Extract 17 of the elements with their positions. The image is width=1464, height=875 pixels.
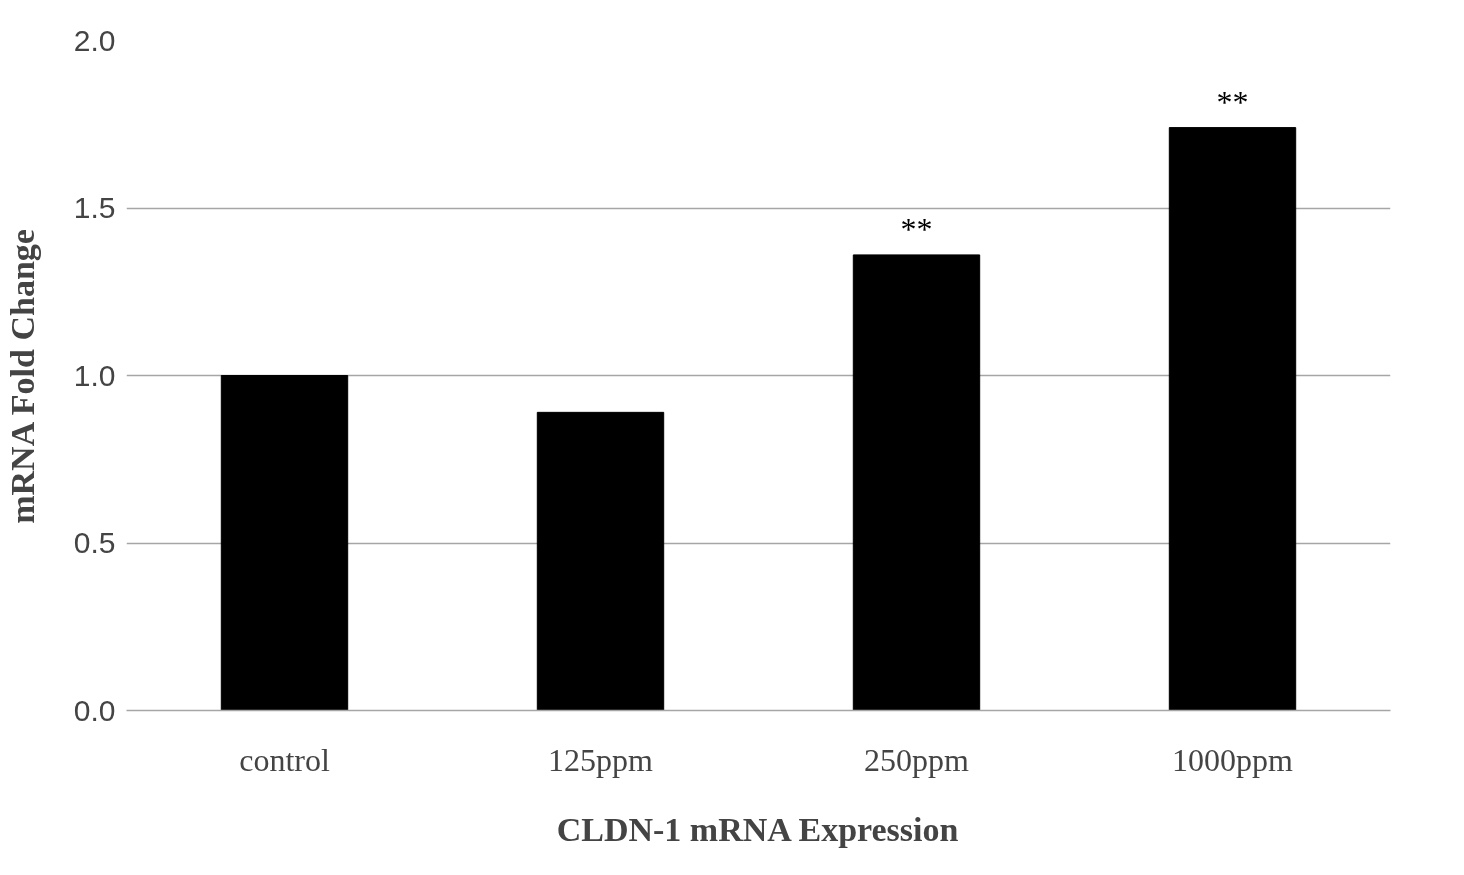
bar — [852, 254, 981, 711]
bar — [536, 411, 665, 711]
y-tick-label: 1.5 — [73, 191, 116, 224]
y-tick-label: 2.0 — [73, 23, 116, 57]
y-tick-label: 0.5 — [73, 526, 116, 559]
x-tick-label: 1000ppm — [1172, 741, 1294, 778]
bar — [220, 375, 349, 711]
x-axis-title: CLDN-1 mRNA Expression — [556, 810, 959, 848]
y-tick-label: 0.0 — [73, 693, 116, 727]
annotation: ** — [1216, 83, 1249, 120]
y-tick-label: 1.0 — [73, 358, 116, 392]
bar — [1168, 127, 1297, 711]
annotation: ** — [900, 210, 933, 247]
x-tick-label: 125ppm — [548, 741, 654, 778]
x-tick-label: 250ppm — [864, 741, 970, 778]
y-axis-title: mRNA Fold Change — [3, 229, 41, 524]
x-tick-label: control — [239, 741, 330, 778]
